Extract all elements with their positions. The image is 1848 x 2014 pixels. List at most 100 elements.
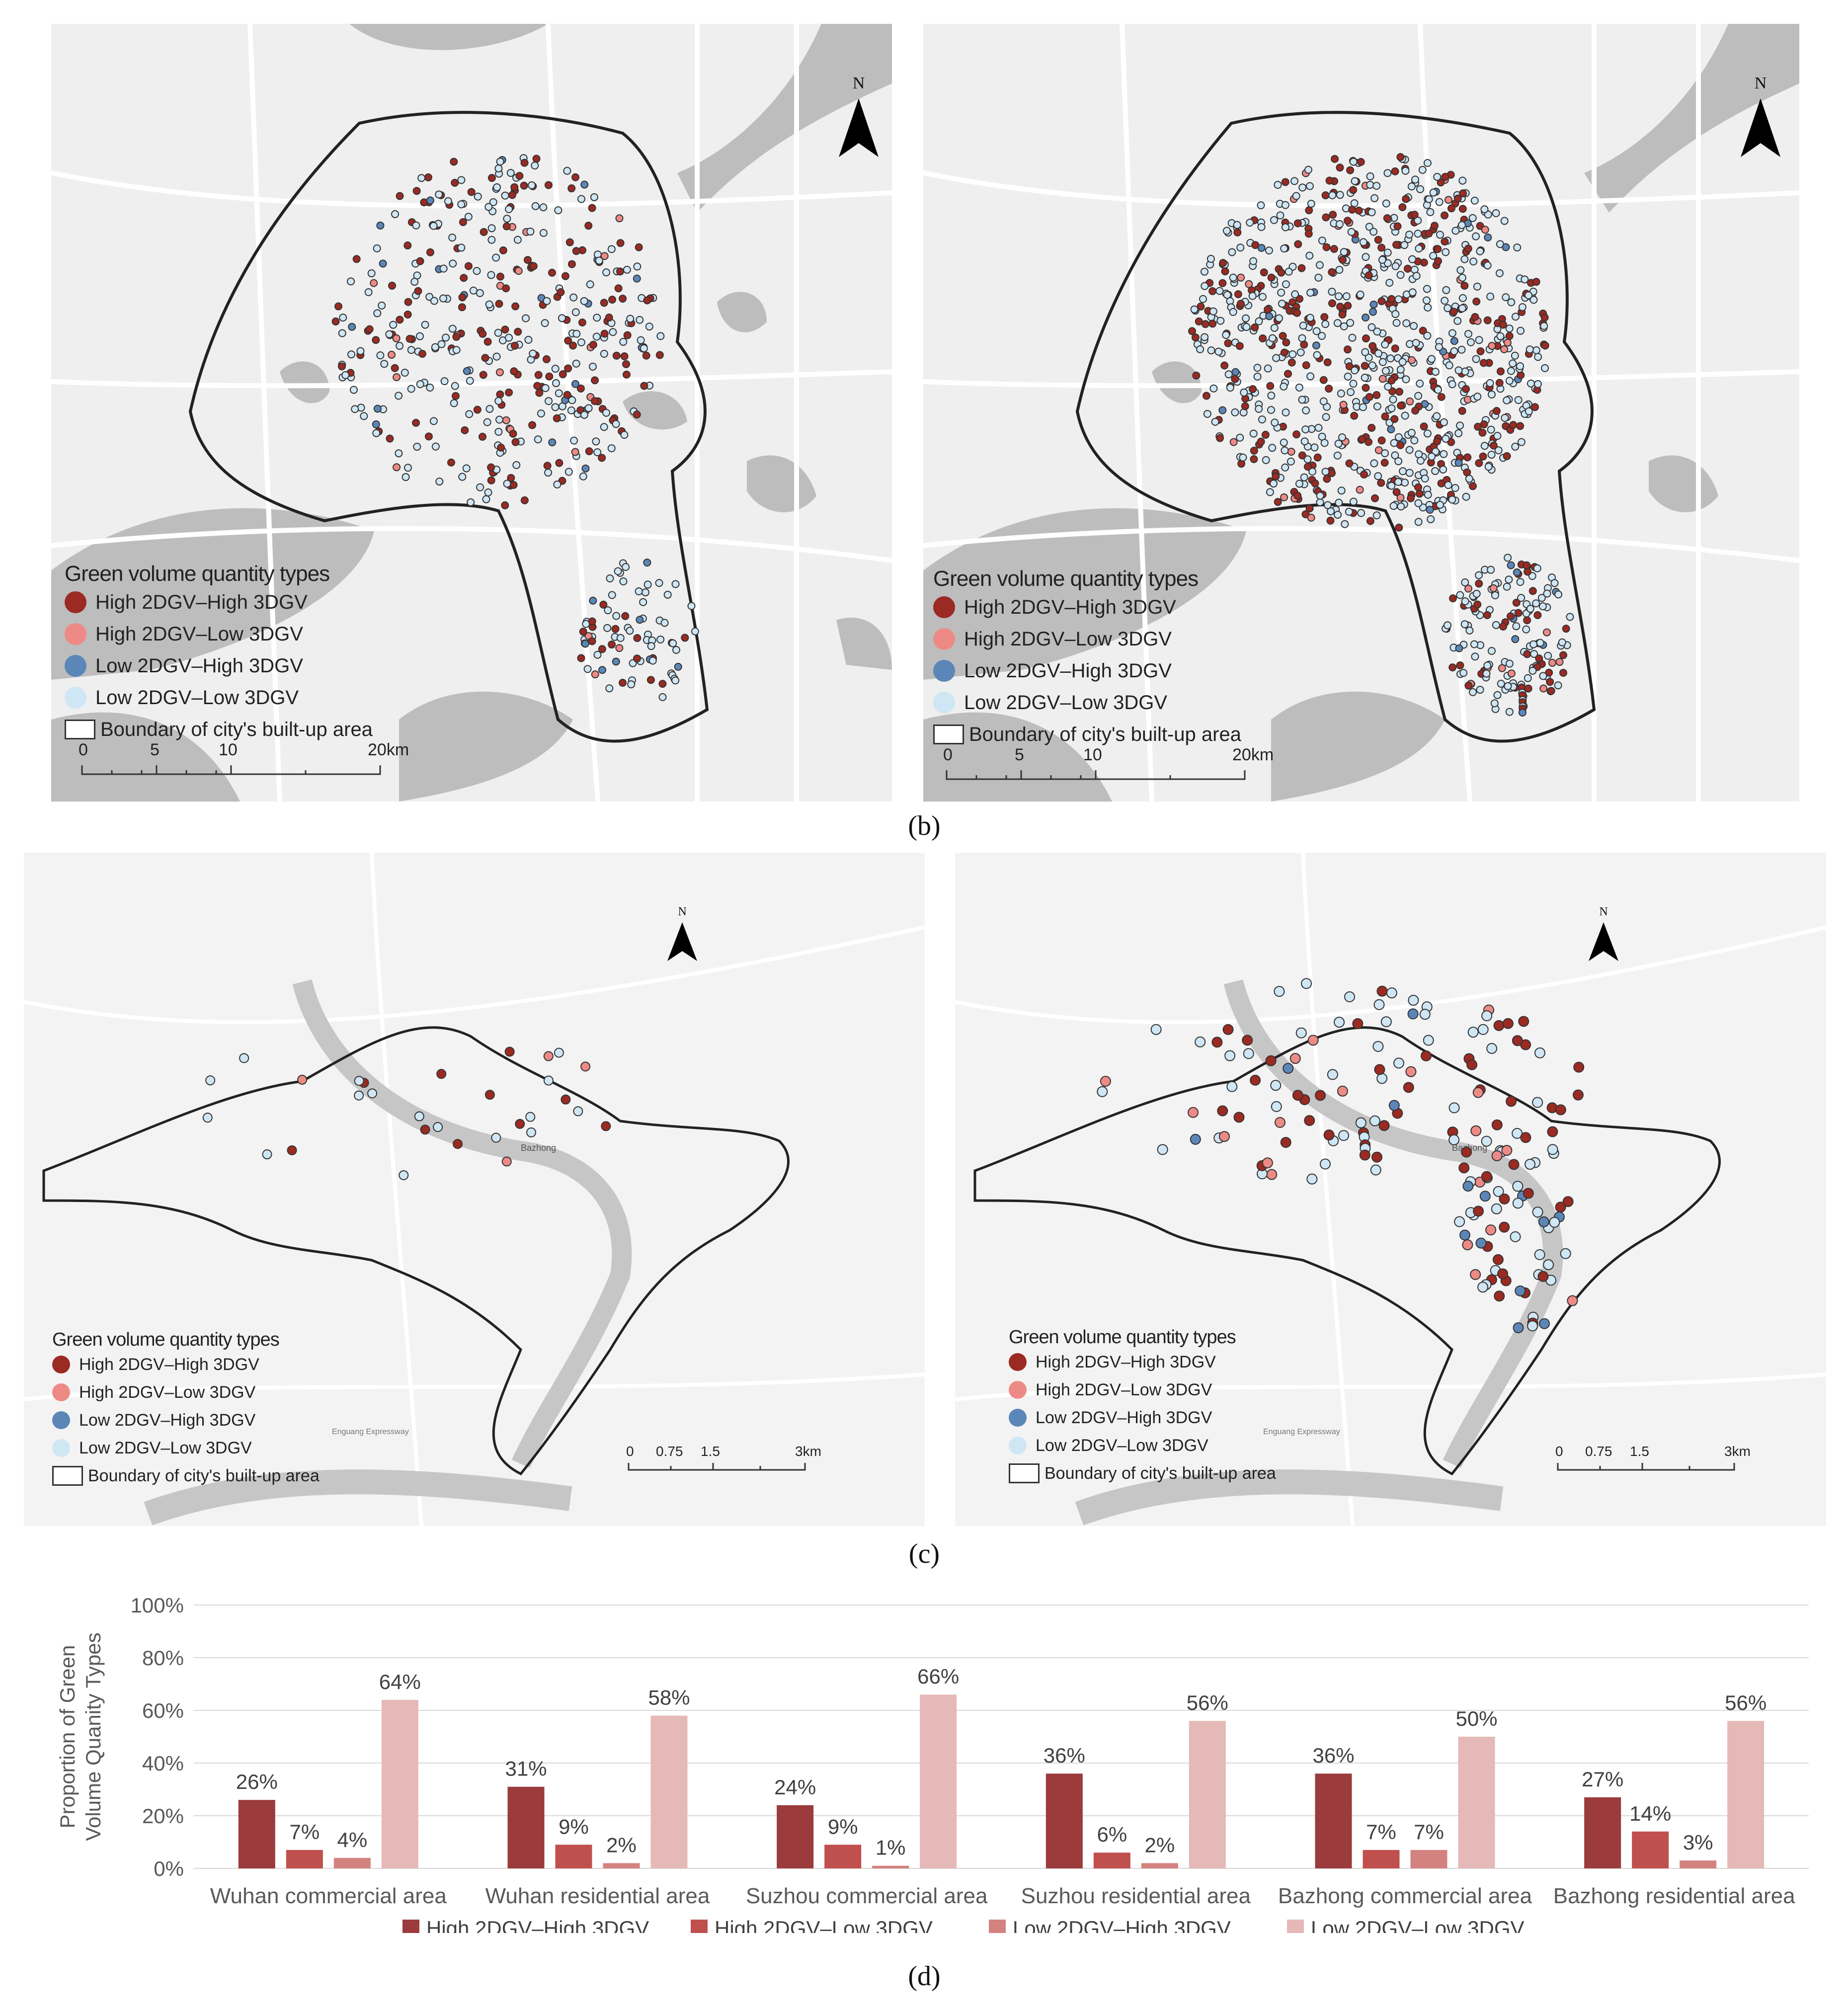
map-point bbox=[539, 229, 548, 237]
map-point bbox=[1329, 211, 1337, 219]
map-point bbox=[418, 349, 426, 358]
map-point bbox=[402, 473, 410, 482]
map-point bbox=[1188, 1107, 1199, 1118]
map-point bbox=[1386, 354, 1395, 363]
map-point bbox=[1429, 188, 1438, 197]
map-point bbox=[370, 279, 378, 287]
map-point bbox=[1398, 203, 1407, 211]
map-point bbox=[1360, 470, 1368, 479]
map-point bbox=[1266, 1169, 1278, 1180]
legend-title: Green volume quantity types bbox=[65, 562, 330, 586]
map-point bbox=[1373, 402, 1381, 410]
map-point bbox=[1315, 261, 1324, 269]
map-point bbox=[614, 284, 623, 293]
map-point bbox=[1487, 425, 1495, 434]
map-point bbox=[1157, 1144, 1168, 1155]
map-point bbox=[494, 427, 503, 436]
bar bbox=[555, 1845, 592, 1868]
scale-tick-label: 1.5 bbox=[701, 1444, 720, 1459]
map-point bbox=[1350, 411, 1359, 420]
north-arrow-b-left: N bbox=[836, 69, 881, 158]
map-point bbox=[1531, 403, 1539, 411]
map-point bbox=[1287, 358, 1296, 367]
legend-c-left: Green volume quantity types High 2DGV–Hi… bbox=[52, 1329, 370, 1490]
map-point bbox=[348, 322, 356, 331]
map-point bbox=[1493, 691, 1502, 699]
map-point bbox=[1250, 1074, 1261, 1086]
map-point bbox=[1277, 288, 1286, 297]
category-label: Suzhou residential area bbox=[1021, 1884, 1251, 1908]
map-point bbox=[1490, 699, 1499, 708]
map-point bbox=[1427, 355, 1436, 363]
map-point bbox=[1544, 651, 1552, 660]
map-point bbox=[543, 297, 551, 305]
map-point bbox=[564, 468, 573, 476]
map-point bbox=[551, 403, 560, 411]
map-point bbox=[1391, 262, 1400, 270]
map-point bbox=[412, 187, 421, 195]
map-point bbox=[532, 155, 541, 163]
map-point bbox=[1405, 446, 1414, 454]
map-point bbox=[1415, 489, 1424, 498]
legend-swatch bbox=[52, 1439, 70, 1457]
map-point bbox=[1306, 288, 1315, 297]
map-point bbox=[1200, 267, 1208, 276]
map-point bbox=[378, 301, 386, 310]
map-point bbox=[444, 197, 452, 205]
map-point bbox=[436, 1069, 447, 1079]
map-point bbox=[1338, 1130, 1350, 1141]
map-point bbox=[1305, 206, 1313, 215]
boundary-label: Boundary of city's built-up area bbox=[969, 723, 1241, 745]
map-point bbox=[1516, 362, 1525, 371]
legend-swatch bbox=[933, 692, 955, 714]
bar bbox=[1632, 1831, 1669, 1868]
map-point bbox=[1524, 684, 1532, 693]
map-point bbox=[1313, 453, 1322, 462]
map-point bbox=[1337, 389, 1345, 398]
map-point bbox=[1497, 1268, 1509, 1280]
map-point bbox=[431, 442, 440, 451]
legend-item: Low 2DGV–Low 3DGV bbox=[933, 687, 1291, 719]
map-point bbox=[487, 463, 495, 472]
map-point bbox=[1365, 353, 1373, 362]
map-point bbox=[1454, 429, 1463, 437]
map-point bbox=[1383, 169, 1392, 177]
map-point bbox=[339, 314, 347, 322]
map-point bbox=[1368, 342, 1377, 350]
map-point bbox=[1201, 333, 1209, 341]
map-point bbox=[442, 333, 450, 342]
map-point bbox=[1523, 616, 1531, 625]
map-point bbox=[1513, 568, 1521, 576]
map-point bbox=[420, 1125, 430, 1135]
map-point bbox=[1250, 455, 1258, 463]
map-point bbox=[424, 432, 433, 441]
map-point bbox=[407, 346, 415, 354]
map-point bbox=[1467, 1027, 1479, 1038]
map-point bbox=[1377, 297, 1386, 306]
map-point bbox=[1365, 438, 1373, 446]
map-point bbox=[1501, 1145, 1513, 1156]
map-point bbox=[583, 665, 592, 673]
map-point bbox=[1411, 175, 1419, 184]
legend-swatch bbox=[65, 655, 86, 677]
map-point bbox=[1211, 1037, 1223, 1048]
map-point bbox=[1475, 1237, 1487, 1249]
map-point bbox=[262, 1149, 272, 1160]
map-point bbox=[1558, 638, 1566, 646]
map-point bbox=[1458, 205, 1467, 213]
map-point bbox=[1394, 478, 1402, 486]
legend-item-label: High 2DGV–Low 3DGV bbox=[1036, 1380, 1212, 1399]
map-point bbox=[586, 280, 594, 289]
map-point bbox=[478, 432, 486, 441]
legend-item-label: High 2DGV–High 3DGV bbox=[1036, 1352, 1216, 1371]
bar bbox=[1045, 1773, 1083, 1868]
map-point bbox=[1431, 368, 1440, 376]
map-b-left: N bbox=[51, 24, 892, 802]
map-point bbox=[591, 670, 599, 679]
map-point bbox=[1367, 323, 1376, 331]
map-point bbox=[655, 579, 663, 587]
map-point bbox=[435, 478, 444, 486]
map-point bbox=[1462, 492, 1470, 501]
map-point bbox=[1338, 255, 1347, 264]
map-point bbox=[1495, 269, 1504, 277]
